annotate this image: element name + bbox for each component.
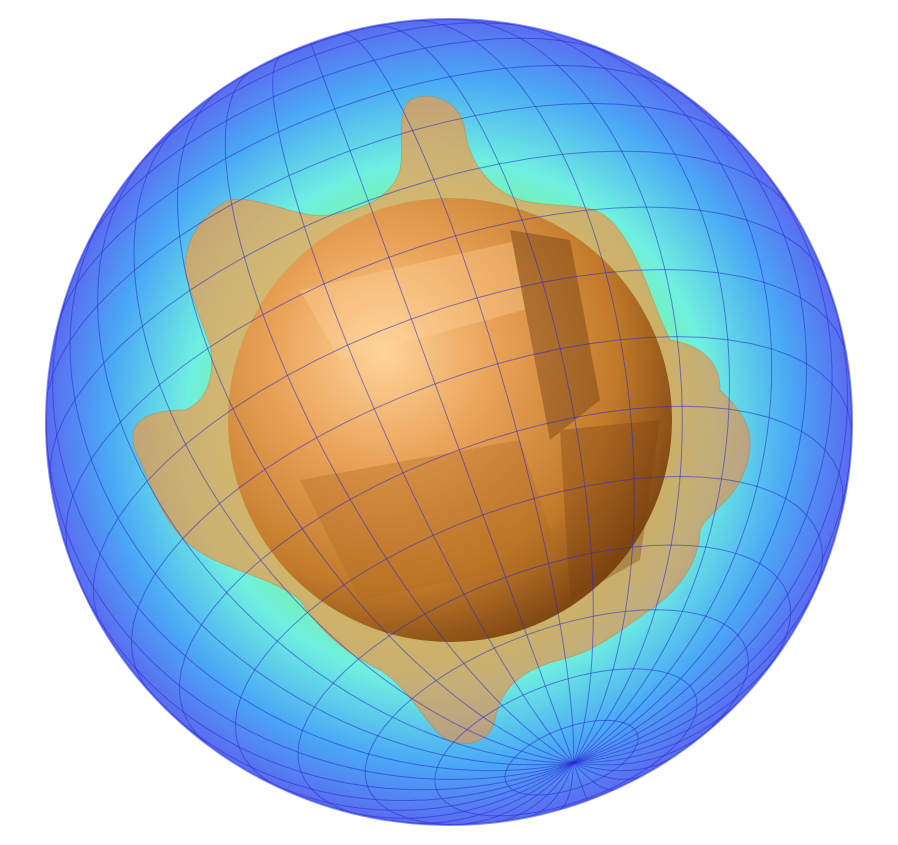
mesh-longitude-line xyxy=(150,692,574,802)
mesh-longitude-line xyxy=(176,89,574,764)
mesh-longitude-line xyxy=(573,283,849,764)
mesh-longitude-line xyxy=(573,700,740,764)
mesh-longitude-line xyxy=(495,762,574,823)
mesh-longitude-line xyxy=(573,647,783,764)
mesh-longitude-line xyxy=(573,73,808,764)
mesh-longitude-line xyxy=(52,286,574,772)
mesh-longitude-line xyxy=(339,762,574,819)
mesh-longitude-line xyxy=(372,25,594,764)
mesh-longitude-line xyxy=(258,762,574,811)
mesh-longitude-line xyxy=(573,437,852,764)
mesh-longitude-line xyxy=(406,762,574,824)
mesh-longitude-line xyxy=(573,162,833,764)
mesh-longitude-line xyxy=(573,570,824,764)
mesh-longitude-line xyxy=(571,37,773,764)
mesh-longitude-line xyxy=(558,762,574,811)
mesh-longitude-line xyxy=(530,762,574,817)
mesh-longitude-line xyxy=(224,69,574,764)
mesh-longitude-line xyxy=(573,735,702,766)
mesh-longitude-line xyxy=(133,114,574,764)
mesh-longitude-line xyxy=(69,207,574,766)
mesh-longitude-line xyxy=(341,33,575,763)
mesh-longitude-line xyxy=(573,762,615,791)
mesh-longitude-line xyxy=(503,22,730,764)
mesh-longitude-line xyxy=(272,55,574,764)
mesh-longitude-line xyxy=(97,151,574,764)
mesh-longitude-line xyxy=(450,19,683,764)
outer-sphere-rim xyxy=(45,18,853,826)
mesh-longitude-line xyxy=(458,762,574,825)
mesh-longitude-line xyxy=(310,43,574,764)
mesh-longitude-line xyxy=(69,560,574,791)
mesh-longitude-line xyxy=(573,762,641,780)
mesh-longitude-line xyxy=(572,762,588,801)
inner-body-sphere xyxy=(228,198,672,642)
mesh-longitude-line xyxy=(573,757,672,772)
mesh-longitude-line xyxy=(46,421,574,780)
mesh-longitude-line xyxy=(409,20,635,764)
